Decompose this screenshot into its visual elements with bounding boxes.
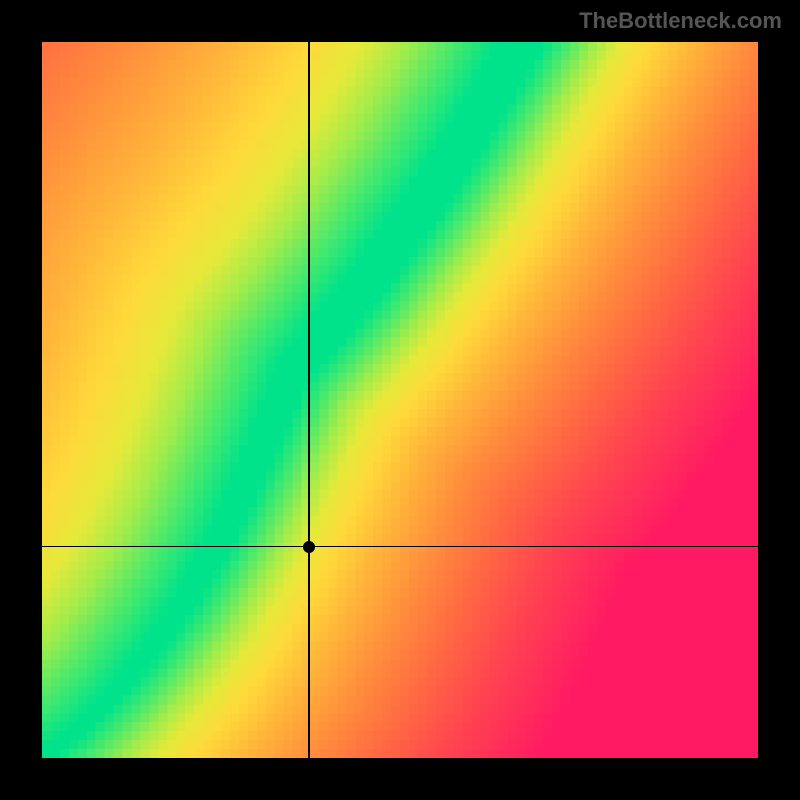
heatmap-canvas: [42, 42, 758, 758]
crosshair-horizontal: [42, 546, 758, 547]
heatmap-plot-area: [42, 42, 758, 758]
chart-outer-frame: TheBottleneck.com: [0, 0, 800, 800]
crosshair-vertical: [308, 42, 309, 758]
watermark-text: TheBottleneck.com: [579, 8, 782, 34]
selected-point-marker: [303, 541, 315, 553]
